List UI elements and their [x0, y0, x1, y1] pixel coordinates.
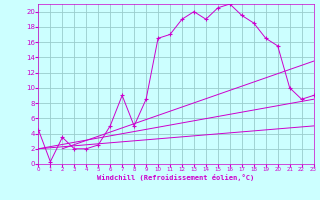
X-axis label: Windchill (Refroidissement éolien,°C): Windchill (Refroidissement éolien,°C) [97, 174, 255, 181]
